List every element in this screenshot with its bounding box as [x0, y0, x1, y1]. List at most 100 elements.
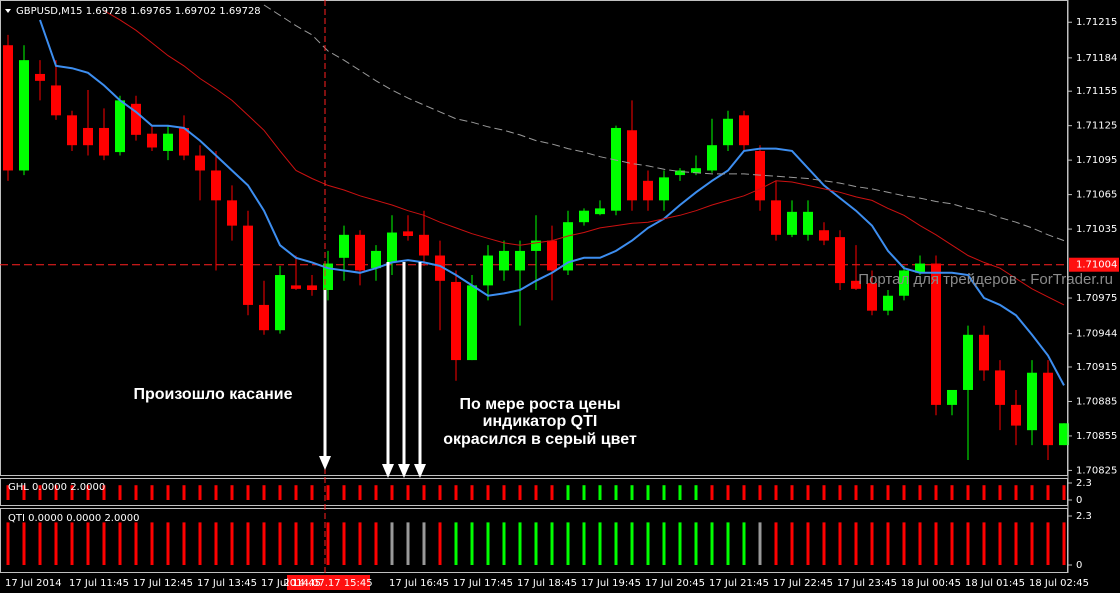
indicator-bar	[390, 485, 394, 500]
indicator-bar	[374, 522, 378, 565]
indicator-bar	[390, 522, 394, 565]
indicator-bar	[326, 485, 330, 500]
y-tick-label: 0	[1076, 560, 1082, 571]
y-tick-label: 1.70975	[1076, 293, 1117, 304]
y-tick-label: 1.71184	[1076, 53, 1117, 64]
indicator-bar	[854, 485, 858, 500]
symbol-header: GBPUSD,M15 1.69728 1.69765 1.69702 1.697…	[16, 6, 261, 17]
annotation: окрасился в серый цвет	[443, 431, 637, 448]
candle-body	[83, 127, 93, 146]
candle-body	[307, 285, 317, 290]
candle-body	[131, 103, 141, 135]
candle-body	[451, 281, 461, 361]
candle-body	[803, 211, 813, 235]
indicator-bar	[758, 522, 762, 565]
candle-body	[819, 230, 829, 241]
indicator-bar	[262, 522, 266, 565]
indicator-bar	[774, 522, 778, 565]
candle-body	[755, 150, 765, 201]
indicator-bar	[886, 522, 890, 565]
y-tick-label: 1.70825	[1076, 465, 1117, 476]
indicator-bar	[38, 485, 42, 500]
indicator-bar	[358, 522, 362, 565]
candle-body	[931, 263, 941, 405]
candle-body	[915, 263, 925, 273]
indicator-bar	[294, 485, 298, 500]
x-tick-label: 17 Jul 19:45	[581, 578, 641, 589]
candle-body	[35, 73, 45, 81]
candle-body	[115, 100, 125, 153]
candle-body	[1043, 372, 1053, 446]
candle-body	[19, 60, 29, 171]
indicator-bar	[182, 485, 186, 500]
indicator-bar	[982, 485, 986, 500]
y-tick-label: 1.71155	[1076, 86, 1117, 97]
indicator-bar	[630, 522, 634, 565]
candle-body	[611, 127, 621, 211]
indicator-line	[39, 19, 1065, 386]
indicator-bar	[38, 522, 42, 565]
candle-body	[275, 275, 285, 331]
candle-body	[995, 370, 1005, 405]
candle-body	[163, 133, 173, 151]
x-tick-label: 17 Jul 2014	[5, 578, 62, 589]
y-tick-label: 1.70915	[1076, 362, 1117, 373]
indicator-bar	[950, 522, 954, 565]
candle-body	[659, 177, 669, 201]
indicator-bar	[22, 522, 26, 565]
candle-body	[179, 127, 189, 156]
candle-body	[147, 133, 157, 148]
candle-body	[227, 200, 237, 226]
indicator-bar	[1046, 485, 1050, 500]
x-tick-label: 17 Jul 20:45	[645, 578, 705, 589]
indicator-bar	[118, 485, 122, 500]
candle-body	[243, 225, 253, 305]
candle-body	[51, 85, 61, 116]
y-tick-label: 1.70944	[1076, 329, 1117, 340]
indicator-bar	[230, 485, 234, 500]
indicator-bar	[86, 522, 90, 565]
indicator-bar	[630, 485, 634, 500]
candle-body	[899, 270, 909, 296]
indicator-bar	[822, 485, 826, 500]
candle-body	[867, 283, 877, 311]
x-tick-label: 17 Jul 16:45	[389, 578, 449, 589]
arrow-head	[414, 464, 426, 478]
indicator-bar	[150, 522, 154, 565]
indicator-bar	[982, 522, 986, 565]
indicator-title: QTI 0.0000 0.0000 2.0000	[8, 513, 139, 524]
candle-body	[291, 285, 301, 289]
y-tick-label: 1.71065	[1076, 190, 1117, 201]
indicator-bar	[22, 485, 26, 500]
candle-body	[947, 389, 957, 405]
candle-body	[419, 234, 429, 256]
indicator-bar	[246, 485, 250, 500]
annotation: По мере роста цены	[459, 396, 620, 413]
x-tick-label: 17 Jul 22:45	[773, 578, 833, 589]
indicator-bar	[134, 485, 138, 500]
indicator-bar	[646, 485, 650, 500]
x-tick-label: 17 Jul 12:45	[133, 578, 193, 589]
indicator-bar	[262, 485, 266, 500]
candle-body	[339, 234, 349, 258]
x-tick-label: 17 Jul 21:45	[709, 578, 769, 589]
candle-body	[323, 263, 333, 290]
indicator-bar	[198, 522, 202, 565]
indicator-bar	[774, 485, 778, 500]
indicator-bar	[310, 485, 314, 500]
price-box	[1069, 257, 1119, 272]
indicator-bar	[566, 522, 570, 565]
indicator-bar	[374, 485, 378, 500]
indicator-bar	[662, 485, 666, 500]
indicator-bar	[1014, 485, 1018, 500]
indicator-bar	[598, 522, 602, 565]
plot-layer	[0, 4, 1072, 566]
y-tick-label: 1.71035	[1076, 224, 1117, 235]
indicator-bar	[502, 522, 506, 565]
indicator-bar	[1030, 485, 1034, 500]
indicator-bar	[534, 522, 538, 565]
indicator-bar	[582, 485, 586, 500]
indicator-bar	[694, 522, 698, 565]
indicator-bar	[838, 522, 842, 565]
indicator-bar	[198, 485, 202, 500]
